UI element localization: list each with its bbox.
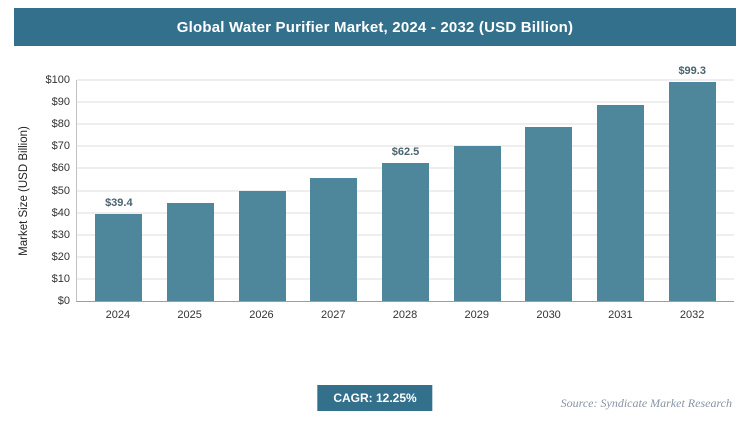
bar-2025 xyxy=(167,203,214,301)
cagr-badge: CAGR: 12.25% xyxy=(317,385,433,411)
y-tick-label: $90 xyxy=(51,96,70,109)
bar-2024: $39.4 xyxy=(95,197,143,301)
bar-2027 xyxy=(310,177,358,301)
y-tick-label: $20 xyxy=(51,250,70,263)
bar-value-label: $99.3 xyxy=(678,64,706,77)
x-tick-label: 2025 xyxy=(177,309,202,321)
bar-cell xyxy=(513,80,585,301)
x-tick-label: 2030 xyxy=(536,309,561,321)
y-tick-label: $80 xyxy=(51,118,70,131)
bar-2031 xyxy=(597,105,645,301)
y-tick-label: $10 xyxy=(51,272,70,285)
gridline xyxy=(77,145,734,147)
source-attribution: Source: Syndicate Market Research xyxy=(560,396,732,410)
x-tick-label: 2032 xyxy=(679,309,705,321)
x-tick-label: 2031 xyxy=(608,309,633,321)
chart-region: Market Size (USD Billion) $39.4 $62.5 $99.… xyxy=(14,65,734,328)
y-tick-label: $30 xyxy=(51,228,70,241)
bar-cell xyxy=(226,80,298,301)
bar-cell xyxy=(585,80,657,301)
x-axis-labels: 2024 2025 2026 2027 2028 2029 2030 2031 2032 xyxy=(76,302,734,321)
bar-value-label: $39.4 xyxy=(105,196,133,209)
x-tick-label: 2027 xyxy=(320,309,346,321)
y-tick-label: $40 xyxy=(51,206,70,219)
plot-area: $39.4 $62.5 $99.3 $0 $10 $20 $30 $40 $50 $60 $70 $… xyxy=(46,65,734,307)
gridline xyxy=(77,123,734,125)
bar-2028: $62.5 xyxy=(382,146,430,301)
bar-value-label: $62.5 xyxy=(391,145,420,158)
bar-cell xyxy=(155,80,227,301)
bar-2029 xyxy=(453,145,501,301)
footer: CAGR: 12.25% Source: Syndicate Market Re… xyxy=(0,385,750,411)
x-tick-label: 2026 xyxy=(249,309,274,321)
bars-row: $39.4 $62.5 $99.3 xyxy=(77,65,734,301)
x-tick-label: 2029 xyxy=(464,309,490,321)
y-tick-label: $100 xyxy=(45,74,70,86)
bar-cell xyxy=(441,80,513,301)
plot-wrap: $39.4 $62.5 $99.3 $0 $10 $20 $30 $40 $50 $60 $70 $… xyxy=(34,65,734,328)
chart-title: Global Water Purifier Market, 2024 - 203… xyxy=(176,18,574,36)
bar-cell: $62.5 xyxy=(370,80,442,301)
x-tick-label: 2024 xyxy=(105,309,131,321)
y-axis-title-text: Market Size (USD Billion) xyxy=(18,126,30,256)
page: Global Water Purifier Market, 2024 - 203… xyxy=(0,8,750,425)
bar-2030 xyxy=(525,126,573,301)
chart-title-banner: Global Water Purifier Market, 2024 - 203… xyxy=(14,8,736,46)
y-tick-label: $70 xyxy=(51,140,70,153)
gridline xyxy=(77,101,734,103)
y-tick-label: $60 xyxy=(51,162,70,175)
gridline xyxy=(77,79,734,81)
bar-2032: $99.3 xyxy=(668,65,716,301)
bar-cell xyxy=(298,80,370,301)
y-axis-title: Market Size (USD Billion) xyxy=(14,80,34,328)
x-tick-label: 2028 xyxy=(392,309,418,321)
bar-cell: $99.3 xyxy=(656,65,728,301)
bar-cell: $39.4 xyxy=(83,80,155,301)
y-tick-label: $0 xyxy=(57,295,70,307)
y-tick-label: $50 xyxy=(51,184,70,197)
bar-2026 xyxy=(238,191,286,301)
